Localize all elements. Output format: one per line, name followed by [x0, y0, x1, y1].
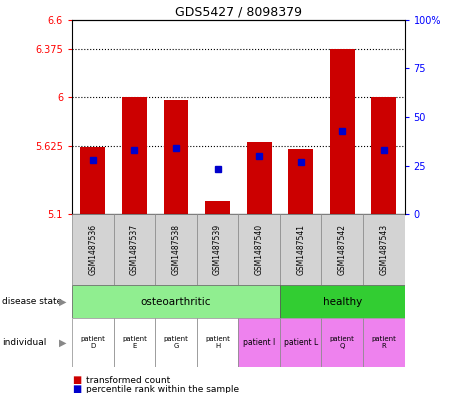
Bar — [239, 318, 280, 367]
Text: GSM1487536: GSM1487536 — [88, 224, 97, 275]
Text: GSM1487538: GSM1487538 — [172, 224, 180, 275]
Text: patient
H: patient H — [205, 336, 230, 349]
Bar — [330, 50, 355, 214]
Bar — [363, 214, 405, 285]
Text: GSM1487541: GSM1487541 — [296, 224, 305, 275]
Bar — [113, 214, 155, 285]
Bar — [122, 97, 147, 214]
Text: transformed count: transformed count — [86, 376, 170, 385]
Text: patient L: patient L — [284, 338, 318, 347]
Bar — [239, 214, 280, 285]
Title: GDS5427 / 8098379: GDS5427 / 8098379 — [175, 6, 302, 18]
Bar — [164, 100, 188, 214]
Bar — [197, 214, 239, 285]
Text: healthy: healthy — [323, 297, 362, 307]
Bar — [80, 147, 105, 214]
Text: patient I: patient I — [243, 338, 275, 347]
Text: ■: ■ — [72, 384, 81, 393]
Bar — [288, 149, 313, 214]
Bar — [72, 214, 113, 285]
Text: osteoarthritic: osteoarthritic — [141, 297, 211, 307]
Text: ▶: ▶ — [59, 297, 66, 307]
Bar — [72, 318, 113, 367]
Bar — [197, 318, 239, 367]
Bar — [321, 214, 363, 285]
Text: patient
G: patient G — [164, 336, 188, 349]
Text: individual: individual — [2, 338, 46, 347]
Text: GSM1487539: GSM1487539 — [213, 224, 222, 275]
Bar — [372, 97, 396, 214]
Text: GSM1487542: GSM1487542 — [338, 224, 347, 275]
Text: patient
R: patient R — [372, 336, 396, 349]
Text: patient
Q: patient Q — [330, 336, 355, 349]
Text: patient
D: patient D — [80, 336, 105, 349]
Bar — [280, 318, 321, 367]
Text: ■: ■ — [72, 375, 81, 386]
Bar — [246, 141, 272, 214]
Bar — [205, 201, 230, 214]
Bar — [280, 285, 405, 318]
Text: patient
E: patient E — [122, 336, 147, 349]
Text: GSM1487540: GSM1487540 — [255, 224, 264, 275]
Bar — [72, 285, 280, 318]
Bar — [113, 318, 155, 367]
Bar — [321, 318, 363, 367]
Text: disease state: disease state — [2, 297, 63, 306]
Bar — [155, 318, 197, 367]
Text: GSM1487537: GSM1487537 — [130, 224, 139, 275]
Text: ▶: ▶ — [59, 338, 66, 348]
Bar — [280, 214, 321, 285]
Text: percentile rank within the sample: percentile rank within the sample — [86, 385, 239, 393]
Text: GSM1487543: GSM1487543 — [379, 224, 388, 275]
Bar — [363, 318, 405, 367]
Bar — [155, 214, 197, 285]
